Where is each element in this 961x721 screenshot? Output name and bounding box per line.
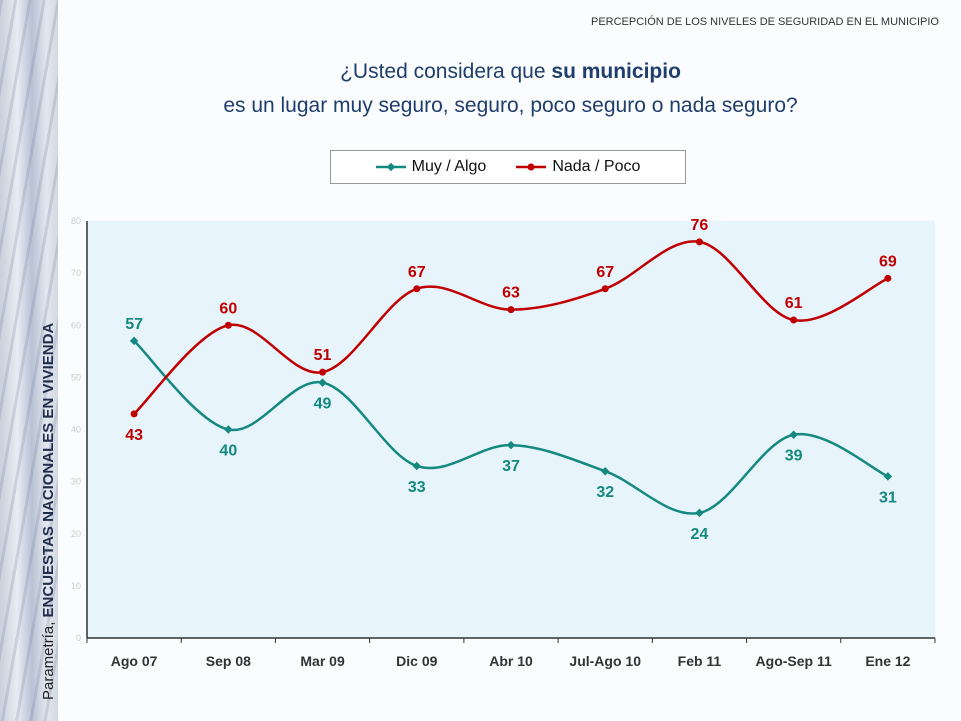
y-tick-label: 40 (71, 425, 81, 435)
y-tick-label: 20 (71, 529, 81, 539)
data-point (695, 508, 704, 518)
question-line-1: ¿Usted considera que su municipio (340, 60, 681, 83)
y-tick-label: 10 (71, 581, 81, 591)
data-point (790, 316, 798, 324)
data-label: 33 (408, 479, 426, 496)
data-point (224, 425, 233, 434)
data-point (413, 285, 421, 293)
y-tick-label: 30 (71, 477, 81, 487)
data-point (884, 274, 892, 282)
legend-label: Muy / Algo (411, 158, 487, 175)
y-tick-label: 80 (71, 216, 81, 226)
data-label: 57 (125, 316, 143, 333)
data-label: 37 (502, 458, 520, 475)
data-point (506, 440, 516, 450)
data-label: 76 (691, 217, 709, 234)
data-point (319, 368, 327, 376)
data-point (318, 378, 327, 387)
data-point (224, 321, 232, 329)
data-label: 49 (314, 396, 332, 413)
legend-label: Nada / Poco (552, 158, 641, 175)
data-point (130, 410, 138, 418)
data-label: 69 (879, 253, 897, 270)
plot-area (87, 221, 935, 638)
data-point (412, 461, 422, 471)
x-tick-label: Ago-Sep 11 (756, 653, 832, 669)
data-label: 63 (502, 285, 520, 302)
data-point (507, 306, 515, 314)
x-tick-label: Feb 11 (678, 653, 722, 669)
header-title: PERCEPCIÓN DE LOS NIVELES DE SEGURIDAD E… (590, 16, 939, 28)
data-label: 32 (596, 484, 614, 501)
x-tick-label: Dic 09 (396, 653, 437, 669)
legend-item-nada: Nada / Poco (516, 158, 640, 176)
legend-swatch-muy (375, 162, 406, 172)
data-label: 24 (691, 526, 709, 543)
x-tick-label: Jul-Ago 10 (569, 653, 641, 669)
y-tick-label: 50 (71, 372, 81, 382)
y-tick-label: 60 (71, 320, 81, 330)
data-label: 51 (314, 347, 332, 364)
question-line-2: es un lugar muy seguro, seguro, poco seg… (223, 94, 798, 117)
data-point (129, 336, 139, 346)
x-tick-label: Mar 09 (300, 653, 345, 669)
legend-swatch-nada (516, 163, 547, 171)
data-label: 67 (408, 264, 426, 281)
data-point (601, 285, 609, 293)
x-tick-label: Abr 10 (489, 653, 533, 669)
data-label: 67 (596, 264, 614, 281)
data-point (600, 466, 610, 476)
data-label: 31 (879, 489, 897, 506)
data-point (695, 238, 703, 246)
x-tick-label: Ago 07 (111, 653, 158, 669)
x-tick-label: Sep 08 (206, 653, 251, 669)
series-line-nada-poco (133, 240, 889, 415)
decorative-strip (0, 0, 58, 721)
side-label: Parametría, ENCUESTAS NACIONALES EN VIVI… (40, 322, 57, 700)
legend-item-muy: Muy / Algo (375, 158, 487, 176)
data-point (789, 430, 798, 439)
data-label: 39 (785, 448, 803, 465)
data-label: 43 (125, 427, 143, 444)
series-line-muy-algo (133, 339, 889, 515)
y-tick-label: 70 (71, 268, 81, 278)
data-label: 40 (219, 443, 237, 460)
data-label: 61 (785, 295, 803, 312)
data-label: 60 (219, 300, 237, 317)
y-tick-label: 0 (76, 633, 81, 643)
x-tick-label: Ene 12 (865, 653, 910, 669)
legend: Muy / Algo Nada / Poco (330, 150, 686, 184)
data-point (883, 472, 893, 481)
